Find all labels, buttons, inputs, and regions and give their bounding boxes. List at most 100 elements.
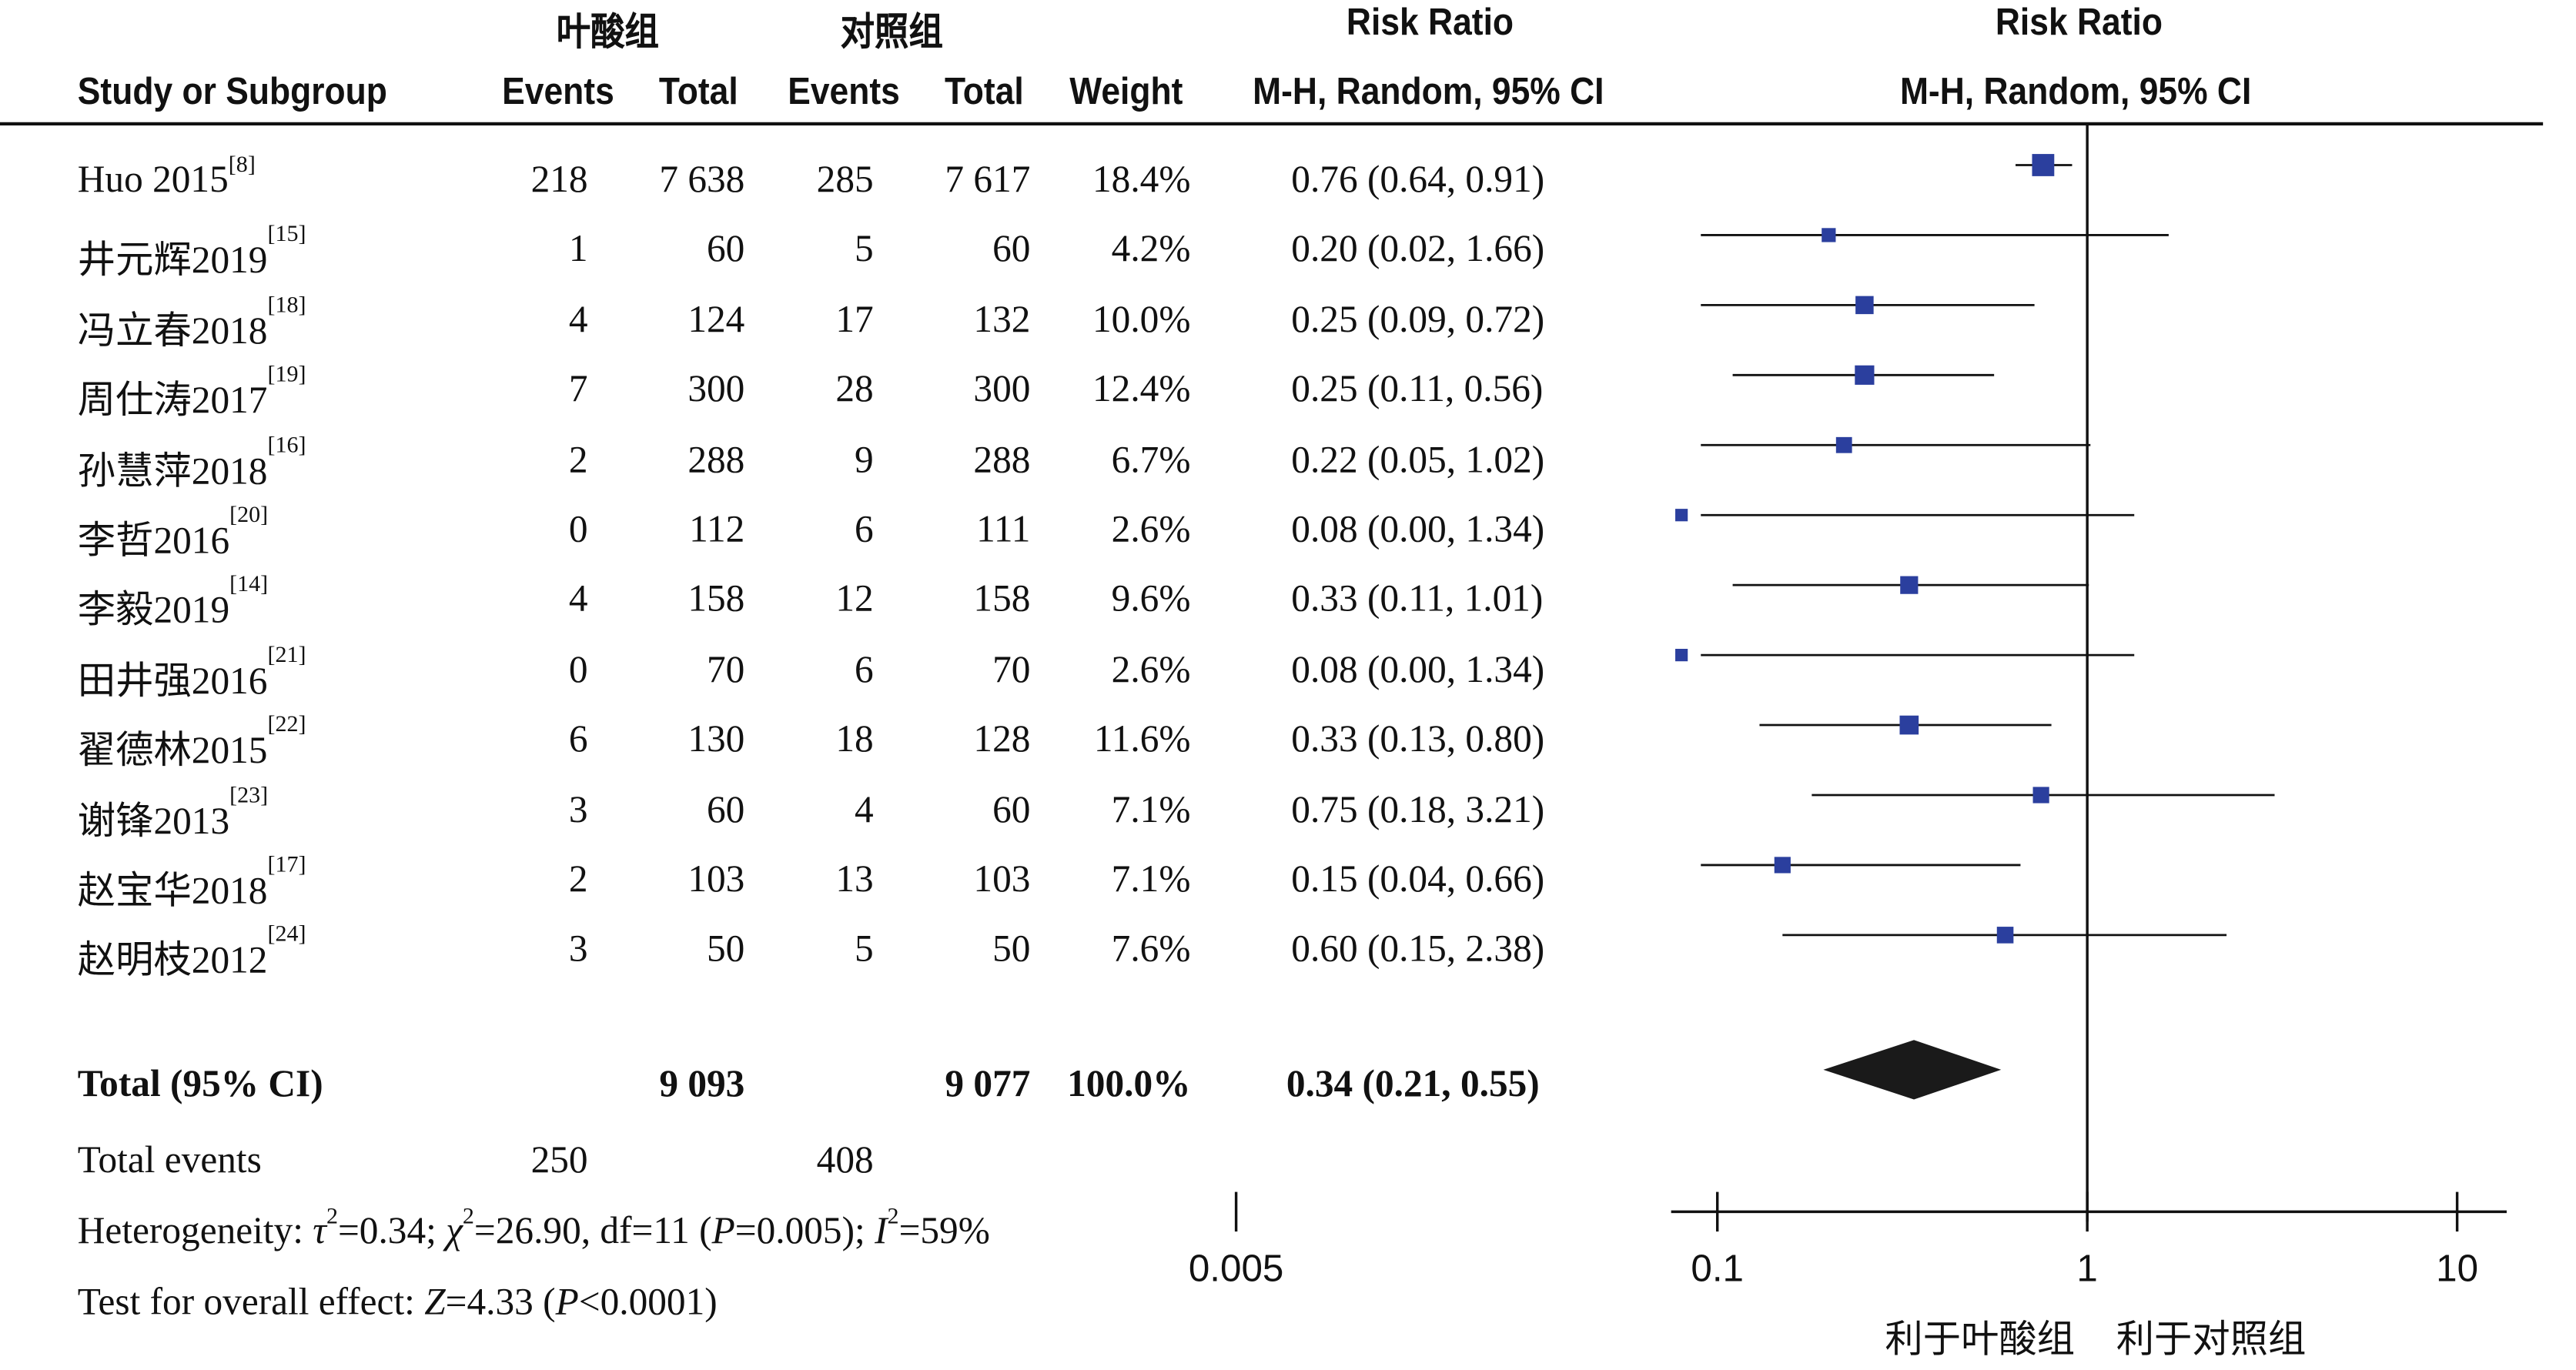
weight: 7.1% xyxy=(1111,788,1191,830)
events-b-header: Events xyxy=(788,69,900,112)
study-reference: [16] xyxy=(267,433,306,459)
study-name-text: 李毅2019 xyxy=(77,590,230,632)
total-a: 60 xyxy=(707,228,745,270)
study-reference: [20] xyxy=(229,503,269,529)
events-a: 3 xyxy=(568,788,588,830)
total-b: 132 xyxy=(973,298,1031,340)
events-b: 5 xyxy=(854,928,874,970)
plot-method-header: M-H, Random, 95% CI xyxy=(1899,69,2252,112)
study-name-text: 田井强2016 xyxy=(77,660,268,702)
total-a: 50 xyxy=(707,928,745,970)
events-b: 12 xyxy=(835,578,874,620)
effect-marker xyxy=(1822,228,1836,242)
total-a: 300 xyxy=(687,368,745,410)
study-name: 孙慧萍2018[16] xyxy=(77,433,306,495)
effect-marker xyxy=(1855,365,1875,385)
effect-marker xyxy=(1675,509,1688,522)
weight: 18.4% xyxy=(1092,158,1191,200)
study-name-text: Huo 2015 xyxy=(77,158,229,200)
total-a: 7 638 xyxy=(659,158,745,200)
study-name-text: 孙慧萍2018 xyxy=(77,449,268,492)
study-name: 赵宝华2018[17] xyxy=(78,854,306,914)
ci-text: 0.20 (0.02, 1.66) xyxy=(1291,228,1545,270)
weight: 11.6% xyxy=(1093,718,1191,760)
total-a: 130 xyxy=(687,718,745,760)
weight: 2.6% xyxy=(1111,508,1191,550)
events-a: 0 xyxy=(568,648,588,690)
weight: 12.4% xyxy=(1092,368,1191,410)
x-axis-tick-label: 1 xyxy=(2076,1247,2097,1289)
group-a-header: 叶酸组 xyxy=(556,9,659,53)
total-b: 50 xyxy=(992,928,1031,970)
events-a: 3 xyxy=(568,928,588,970)
study-name-text: 李哲2016 xyxy=(77,520,230,562)
total-events-b: 408 xyxy=(816,1138,874,1181)
weight: 10.0% xyxy=(1092,298,1191,340)
events-a: 4 xyxy=(568,578,588,620)
study-column-header: Study or Subgroup xyxy=(77,69,387,112)
study-name-text: 井元辉2019 xyxy=(77,239,268,282)
total-label: Total (95% CI) xyxy=(77,1063,323,1104)
total-b: 128 xyxy=(973,718,1031,760)
total-a: 288 xyxy=(687,438,745,480)
total-a: 70 xyxy=(707,648,745,690)
risk-ratio-title: Risk Ratio xyxy=(1346,0,1514,43)
study-name-text: 周仕涛2017 xyxy=(77,379,268,422)
study-reference: [18] xyxy=(267,293,306,319)
study-name: 翟德林2015[22] xyxy=(77,713,306,774)
events-b: 5 xyxy=(854,228,874,270)
weight: 9.6% xyxy=(1111,578,1191,620)
weight-header: Weight xyxy=(1069,69,1183,112)
total-b-header: Total xyxy=(944,69,1024,112)
events-b: 6 xyxy=(854,508,874,550)
ci-text: 0.22 (0.05, 1.02) xyxy=(1291,438,1545,480)
effect-marker xyxy=(2032,154,2055,176)
total-events-label: Total events xyxy=(77,1138,262,1181)
x-axis-tick-label: 10 xyxy=(2436,1247,2478,1289)
study-reference: [15] xyxy=(267,223,306,249)
events-a: 2 xyxy=(568,858,588,900)
total-a: 60 xyxy=(707,788,745,830)
ci-text: 0.25 (0.11, 0.56) xyxy=(1291,368,1544,410)
events-a: 1 xyxy=(568,228,588,270)
total-b: 7 617 xyxy=(945,158,1031,200)
group-b-header: 对照组 xyxy=(840,9,943,53)
study-name-text: 翟德林2015 xyxy=(77,730,268,772)
study-name: Huo 2015[8] xyxy=(77,153,256,202)
total-weight: 100.0% xyxy=(1067,1063,1191,1104)
total-a-value: 9 093 xyxy=(659,1063,745,1104)
study-name: 冯立春2018[18] xyxy=(77,293,306,355)
events-b: 4 xyxy=(854,788,874,830)
ci-text: 0.76 (0.64, 0.91) xyxy=(1291,158,1545,200)
total-b: 300 xyxy=(973,368,1031,410)
study-reference: [21] xyxy=(267,643,306,669)
study-name-text: 谢锋2013 xyxy=(77,800,230,842)
events-a: 7 xyxy=(568,368,588,410)
rr-method-header: M-H, Random, 95% CI xyxy=(1253,69,1604,112)
total-a-header: Total xyxy=(658,69,738,112)
study-name-text: 冯立春2018 xyxy=(77,309,268,352)
ci-text: 0.15 (0.04, 0.66) xyxy=(1291,858,1545,900)
study-name: 井元辉2019[15] xyxy=(77,223,306,285)
total-events-a: 250 xyxy=(530,1138,588,1181)
study-reference: [8] xyxy=(228,153,256,179)
total-a: 112 xyxy=(689,508,745,550)
events-a: 2 xyxy=(568,438,588,480)
ci-text: 0.60 (0.15, 2.38) xyxy=(1291,928,1545,970)
study-reference: [19] xyxy=(267,363,306,389)
events-a-header: Events xyxy=(502,69,614,112)
events-b: 28 xyxy=(835,368,874,410)
effect-marker xyxy=(1675,649,1688,662)
study-name-text: 赵明枝2012 xyxy=(77,940,268,981)
events-b: 13 xyxy=(835,858,874,900)
total-b: 60 xyxy=(992,788,1031,830)
events-a: 0 xyxy=(568,508,588,550)
study-name: 田井强2016[21] xyxy=(77,643,306,705)
total-b: 70 xyxy=(992,648,1031,690)
events-a: 6 xyxy=(568,718,588,760)
events-a: 218 xyxy=(530,158,588,200)
study-name: 李哲2016[20] xyxy=(77,503,268,565)
total-b: 111 xyxy=(976,508,1031,550)
